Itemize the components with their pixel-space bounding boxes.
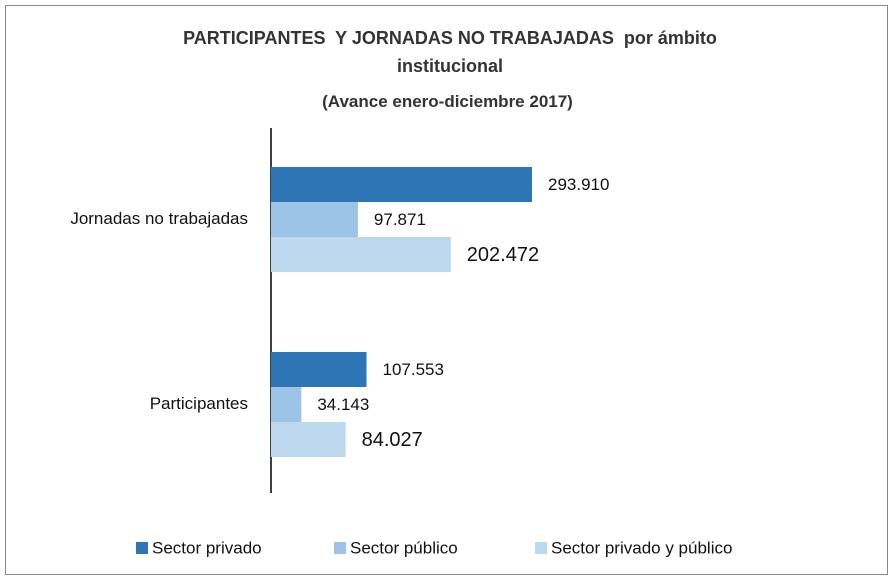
legend-label: Sector privado	[152, 538, 262, 557]
bar	[271, 422, 346, 457]
legend-label: Sector público	[350, 538, 458, 557]
value-label: 107.553	[383, 360, 444, 379]
legend-swatch	[136, 542, 148, 554]
chart-title: PARTICIPANTES Y JORNADAS NO TRABAJADAS p…	[183, 28, 722, 76]
legend-swatch	[334, 542, 346, 554]
category-label: Participantes	[150, 394, 248, 413]
chart-frame	[5, 5, 888, 575]
bar	[271, 202, 358, 237]
value-label: 84.027	[362, 429, 423, 451]
legend-swatch	[535, 542, 547, 554]
value-label: 97.871	[374, 210, 426, 229]
bar	[271, 237, 451, 272]
bar	[271, 352, 367, 387]
value-label: 202.472	[467, 244, 539, 266]
category-label: Jornadas no trabajadas	[70, 209, 248, 228]
chart-subtitle: (Avance enero-diciembre 2017)	[322, 92, 573, 111]
legend-label: Sector privado y público	[551, 538, 732, 557]
value-label: 293.910	[548, 175, 609, 194]
value-label: 34.143	[317, 395, 369, 414]
bar	[271, 167, 532, 202]
bar	[271, 387, 302, 422]
